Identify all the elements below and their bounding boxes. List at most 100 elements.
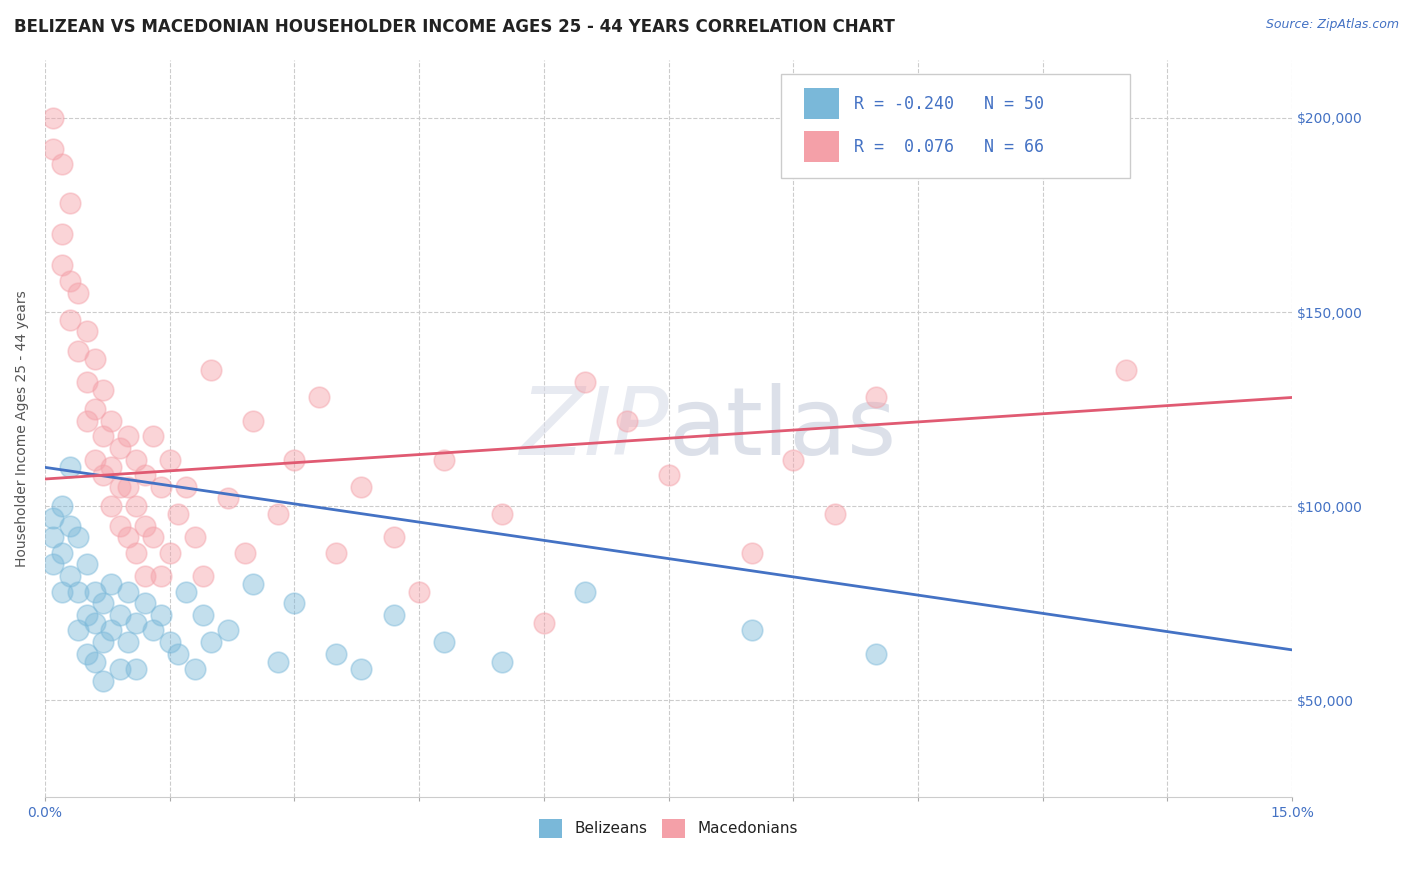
Y-axis label: Householder Income Ages 25 - 44 years: Householder Income Ages 25 - 44 years <box>15 290 30 567</box>
Point <box>67 343 90 358</box>
Point <box>191 607 214 622</box>
Point <box>865 391 887 405</box>
Point <box>76 325 98 339</box>
Point <box>117 530 139 544</box>
Point <box>142 530 165 544</box>
Point <box>108 662 131 676</box>
Point <box>100 460 122 475</box>
Point <box>159 635 181 649</box>
FancyBboxPatch shape <box>780 74 1130 178</box>
Point <box>782 452 804 467</box>
Point <box>200 363 222 377</box>
Point <box>741 546 763 560</box>
Point <box>741 624 763 638</box>
Point <box>100 499 122 513</box>
Point <box>83 351 105 366</box>
Point <box>134 596 156 610</box>
Point <box>67 584 90 599</box>
Point <box>59 460 82 475</box>
Point <box>200 635 222 649</box>
Point <box>142 624 165 638</box>
Point <box>217 624 239 638</box>
Point <box>183 530 205 544</box>
Point <box>108 480 131 494</box>
Point <box>117 480 139 494</box>
Point <box>76 375 98 389</box>
Point <box>159 546 181 560</box>
Point <box>42 142 65 156</box>
Point <box>125 546 148 560</box>
Point <box>167 507 190 521</box>
Point <box>283 596 305 610</box>
Point <box>574 584 596 599</box>
Point <box>76 558 98 572</box>
Point <box>658 468 681 483</box>
Point <box>150 569 173 583</box>
Point <box>167 647 190 661</box>
Point <box>51 227 73 242</box>
Text: R =  0.076   N = 66: R = 0.076 N = 66 <box>855 138 1045 156</box>
Point <box>83 615 105 630</box>
Point <box>217 491 239 506</box>
Point <box>42 530 65 544</box>
Point <box>134 569 156 583</box>
Point <box>233 546 256 560</box>
Point <box>67 285 90 300</box>
Point <box>433 635 456 649</box>
Text: ZIP: ZIP <box>519 383 669 474</box>
Point <box>108 441 131 455</box>
Text: R = -0.240   N = 50: R = -0.240 N = 50 <box>855 95 1045 112</box>
Point <box>159 452 181 467</box>
Point <box>308 391 330 405</box>
Point <box>117 584 139 599</box>
Point <box>267 507 290 521</box>
Point <box>59 313 82 327</box>
Point <box>865 647 887 661</box>
Point <box>51 259 73 273</box>
Point <box>67 624 90 638</box>
Point <box>125 615 148 630</box>
Point <box>574 375 596 389</box>
Point <box>533 615 555 630</box>
Point <box>117 635 139 649</box>
Point <box>42 511 65 525</box>
Point <box>83 655 105 669</box>
Point <box>91 635 114 649</box>
Point <box>325 647 347 661</box>
Point <box>100 414 122 428</box>
Point <box>76 607 98 622</box>
Point <box>382 607 405 622</box>
Point <box>125 452 148 467</box>
Point <box>191 569 214 583</box>
Point <box>134 518 156 533</box>
Point <box>283 452 305 467</box>
Point <box>242 414 264 428</box>
Point <box>176 584 198 599</box>
Point <box>125 499 148 513</box>
Point <box>267 655 290 669</box>
Point <box>59 196 82 211</box>
Point <box>108 518 131 533</box>
Point <box>350 662 373 676</box>
Point <box>325 546 347 560</box>
Text: atlas: atlas <box>669 383 897 475</box>
Point <box>108 607 131 622</box>
Point <box>83 584 105 599</box>
Point <box>142 429 165 443</box>
Point <box>91 673 114 688</box>
Point <box>76 414 98 428</box>
Point <box>59 518 82 533</box>
Point <box>491 507 513 521</box>
Point <box>183 662 205 676</box>
Point <box>42 558 65 572</box>
Point <box>242 577 264 591</box>
Point <box>150 607 173 622</box>
Point <box>350 480 373 494</box>
Point <box>51 546 73 560</box>
Point <box>616 414 638 428</box>
Point <box>91 468 114 483</box>
Point <box>491 655 513 669</box>
Point <box>382 530 405 544</box>
Point <box>51 157 73 171</box>
Point <box>125 662 148 676</box>
